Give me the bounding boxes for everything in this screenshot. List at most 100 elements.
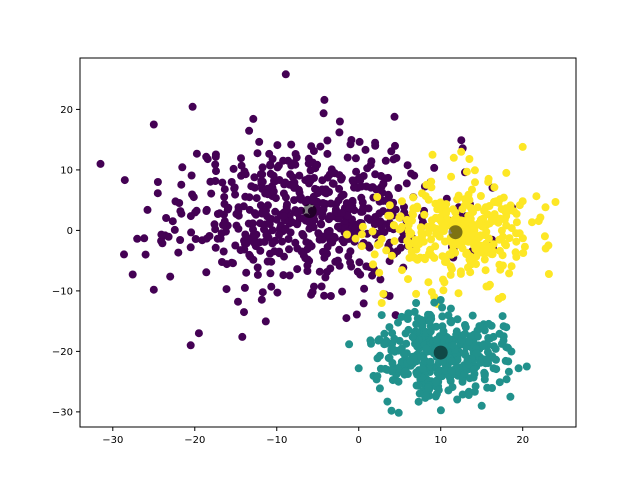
data-point bbox=[414, 381, 423, 390]
data-point bbox=[498, 312, 507, 321]
data-point bbox=[381, 156, 390, 165]
data-point bbox=[304, 154, 313, 163]
data-point bbox=[471, 382, 480, 391]
data-point bbox=[295, 194, 304, 203]
data-point bbox=[403, 315, 412, 323]
data-point bbox=[335, 171, 344, 180]
data-point bbox=[417, 316, 426, 325]
data-point bbox=[432, 229, 441, 238]
data-point bbox=[427, 177, 436, 186]
data-point bbox=[343, 211, 352, 220]
data-point bbox=[475, 219, 483, 228]
data-point bbox=[417, 352, 426, 361]
data-point bbox=[261, 317, 270, 326]
data-point bbox=[522, 362, 531, 371]
data-point bbox=[462, 199, 471, 208]
data-point bbox=[489, 342, 498, 351]
data-point bbox=[303, 267, 312, 275]
data-point bbox=[275, 176, 284, 184]
data-point bbox=[480, 371, 489, 380]
data-point bbox=[285, 245, 293, 254]
data-point bbox=[220, 185, 229, 194]
data-point bbox=[253, 270, 262, 279]
data-point bbox=[452, 330, 461, 339]
data-point bbox=[519, 249, 528, 257]
data-point bbox=[412, 299, 421, 307]
data-point bbox=[411, 236, 420, 244]
data-point bbox=[305, 224, 314, 233]
data-point bbox=[394, 408, 403, 417]
data-point bbox=[384, 211, 393, 220]
data-point bbox=[229, 164, 238, 173]
data-point bbox=[417, 228, 426, 237]
data-point bbox=[427, 235, 436, 244]
data-point bbox=[439, 327, 448, 336]
data-point bbox=[401, 367, 410, 375]
y-tick-label: −30 bbox=[52, 407, 73, 418]
data-point bbox=[544, 270, 553, 278]
data-point bbox=[323, 173, 332, 182]
data-point bbox=[289, 182, 298, 191]
data-point bbox=[231, 241, 240, 250]
data-point bbox=[480, 255, 489, 264]
data-point bbox=[485, 280, 494, 289]
data-point bbox=[413, 342, 422, 351]
data-point bbox=[328, 179, 337, 188]
data-point bbox=[453, 195, 462, 204]
data-point bbox=[438, 357, 447, 366]
data-point bbox=[402, 339, 411, 348]
data-point bbox=[507, 262, 516, 271]
data-point bbox=[481, 266, 490, 275]
data-point bbox=[415, 389, 424, 398]
data-point bbox=[287, 140, 296, 149]
data-point bbox=[133, 234, 142, 243]
data-point bbox=[321, 273, 330, 282]
data-point bbox=[289, 159, 298, 168]
data-point bbox=[492, 365, 501, 374]
data-point bbox=[307, 290, 316, 299]
data-point bbox=[471, 245, 480, 254]
data-point bbox=[504, 367, 513, 376]
data-point bbox=[477, 401, 486, 410]
data-point bbox=[202, 268, 211, 277]
data-point bbox=[186, 243, 195, 252]
data-point bbox=[425, 249, 434, 258]
data-point bbox=[390, 334, 399, 343]
data-point bbox=[253, 263, 262, 272]
y-axis: −30 −20 −10 0 10 20 bbox=[52, 105, 80, 418]
data-point bbox=[325, 226, 334, 235]
data-point bbox=[303, 261, 312, 270]
data-point bbox=[396, 243, 405, 252]
data-point bbox=[388, 376, 397, 385]
data-point bbox=[333, 256, 342, 265]
data-point bbox=[388, 364, 397, 373]
data-point bbox=[440, 278, 449, 287]
data-point bbox=[375, 209, 384, 218]
data-point bbox=[317, 282, 326, 291]
centroid-marker bbox=[302, 204, 317, 218]
data-point bbox=[252, 194, 261, 203]
data-point bbox=[397, 312, 406, 321]
data-point bbox=[367, 157, 376, 166]
data-point bbox=[551, 198, 560, 206]
data-point bbox=[468, 185, 476, 194]
data-point bbox=[485, 202, 494, 210]
data-point bbox=[448, 383, 457, 392]
data-point bbox=[273, 288, 282, 297]
data-point bbox=[213, 234, 222, 243]
data-point bbox=[170, 225, 179, 234]
data-point bbox=[419, 237, 428, 246]
data-point bbox=[502, 241, 510, 250]
data-point bbox=[512, 229, 521, 238]
data-point bbox=[252, 237, 260, 246]
data-point bbox=[212, 167, 220, 176]
data-point bbox=[299, 248, 308, 257]
data-point bbox=[505, 269, 514, 278]
data-point bbox=[295, 188, 304, 197]
data-point bbox=[352, 310, 361, 319]
data-point bbox=[157, 237, 166, 245]
data-point bbox=[320, 291, 329, 300]
data-point bbox=[427, 183, 436, 192]
data-point bbox=[140, 234, 149, 243]
